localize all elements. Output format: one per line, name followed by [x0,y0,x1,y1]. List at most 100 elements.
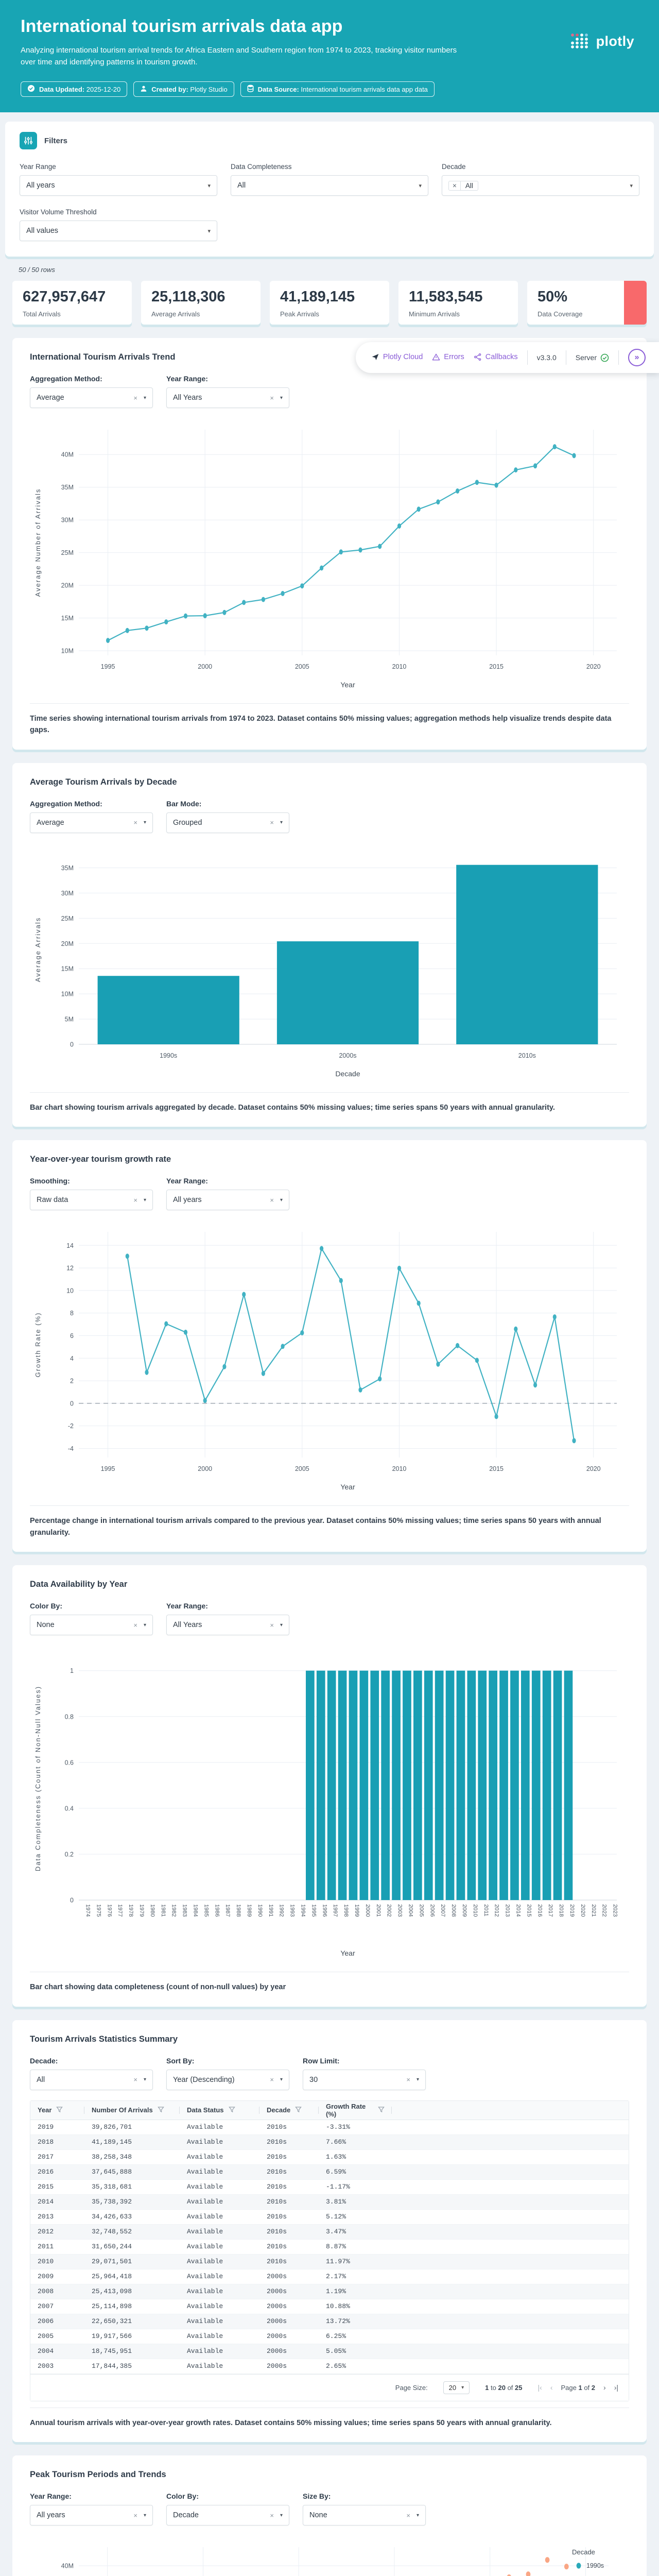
filter-select-data-completeness[interactable]: All ▾ [231,175,428,196]
decade-bar-mode-dropdown[interactable]: Grouped × ▾ [166,812,289,833]
clear-icon[interactable]: × [133,819,137,827]
clear-icon[interactable]: × [406,2076,410,2084]
devtools-collapse-button[interactable]: » [628,349,646,366]
filter-funnel-icon[interactable] [295,2106,302,2114]
clear-icon[interactable]: × [270,819,274,827]
table-row[interactable]: 2014 35,738,392 Available 2010s 3.81% [30,2194,629,2210]
next-page-button[interactable]: › [603,2383,606,2392]
first-page-button[interactable]: |‹ [537,2383,542,2392]
table-row[interactable]: 2010 29,071,501 Available 2010s 11.97% [30,2254,629,2269]
chart-caption: Time series showing international touris… [30,703,629,736]
table-cell: Available [187,2123,223,2131]
table-row[interactable]: 2008 25,413,098 Available 2000s 1.19% [30,2284,629,2299]
summary-grid-pager: Page Size: 20 ▾ 1 to 20 of 25 |‹ ‹ Page 1 of 2… [30,2374,629,2401]
user-icon [140,85,147,94]
peak-color-by-dropdown[interactable]: Decade × ▾ [166,2505,289,2526]
clear-icon[interactable]: × [270,2076,274,2084]
svg-text:1990: 1990 [257,1904,263,1917]
decade-bar-chart[interactable]: 0 5M 10M 15M 20M 25M 30M 35M 1990s 2000s 2010s Deca… [30,841,629,1086]
summary-sort-by-dropdown[interactable]: Year (Descending) × ▾ [166,2069,289,2090]
last-page-button[interactable]: ›| [614,2383,618,2392]
availability-color-by-dropdown[interactable]: None × ▾ [30,1615,153,1636]
summary-decade-dropdown[interactable]: All × ▾ [30,2069,153,2090]
clear-icon[interactable]: × [406,2511,410,2519]
table-row[interactable]: 2006 22,650,321 Available 2000s 13.72% [30,2314,629,2329]
filter-select-year-range[interactable]: All years ▾ [20,175,217,196]
chip-remove-icon[interactable]: × [449,181,461,190]
clear-icon[interactable]: × [270,2511,274,2519]
availability-bar-chart[interactable]: 0 0.2 0.4 0.6 0.8 1 1974 1975 1976 1977 1978 1979 19… [30,1643,629,1965]
growth-rate-chart[interactable]: -4 -2 0 2 4 6 8 10 12 14 1995 2000 2005 2010 2015 2020 Y… [30,1218,629,1499]
clear-icon[interactable]: × [133,2511,137,2519]
filter-funnel-icon[interactable] [56,2106,63,2114]
column-header-decade[interactable]: Decade [259,2101,319,2120]
column-header-data-status[interactable]: Data Status [180,2101,259,2120]
trend-chart[interactable]: 10M 15M 20M 25M 30M 35M 40M 1995 2000 2005 2010 201… [30,416,629,697]
table-row[interactable]: 2013 34,426,633 Available 2010s 5.12% [30,2210,629,2225]
clear-icon[interactable]: × [270,394,274,402]
table-row[interactable]: 2019 39,826,701 Available 2010s -3.31% [30,2120,629,2135]
clear-icon[interactable]: × [133,2076,137,2084]
devtools-plotly-cloud-button[interactable]: Plotly Cloud [371,353,423,362]
selected-chip[interactable]: × All [448,180,478,191]
chevron-down-icon: ▾ [280,1622,283,1628]
devtools-errors-button[interactable]: Errors [432,353,464,362]
summary-row-limit-dropdown[interactable]: 30 × ▾ [303,2069,426,2090]
filter-funnel-icon[interactable] [228,2106,235,2114]
table-cell: 19,917,566 [92,2332,132,2341]
filter-select-visitor-volume-threshold[interactable]: All values ▾ [20,221,217,241]
clear-icon[interactable]: × [270,1621,274,1629]
clear-icon[interactable]: × [133,394,137,402]
devtools-callbacks-button[interactable]: Callbacks [474,353,518,362]
peak-scatter-chart[interactable]: 10M15M20M25M30M35M40M1995200020052010201… [30,2534,629,2576]
clear-icon[interactable]: × [133,1196,137,1204]
stat-value: 41,189,145 [280,289,355,305]
clear-icon[interactable]: × [133,1621,137,1629]
growth-year-range-dropdown[interactable]: All years × ▾ [166,1190,289,1211]
peak-year-range-dropdown[interactable]: All years × ▾ [30,2505,153,2526]
control-summary-sort-by: Sort By: Year (Descending) × ▾ [166,2057,289,2090]
peak-size-by-dropdown[interactable]: None × ▾ [303,2505,426,2526]
filter-funnel-icon[interactable] [157,2106,164,2114]
table-row[interactable]: 2009 25,964,418 Available 2000s 2.17% [30,2269,629,2284]
table-row[interactable]: 2018 41,189,145 Available 2010s 7.66% [30,2134,629,2150]
table-cell: 37,645,888 [92,2168,132,2176]
table-row[interactable]: 2005 19,917,566 Available 2000s 6.25% [30,2329,629,2344]
page-size-select[interactable]: 20 ▾ [443,2381,470,2394]
svg-text:2011: 2011 [483,1904,489,1917]
table-cell: 10.88% [326,2302,350,2311]
table-row[interactable]: 2004 18,745,951 Available 2000s 5.05% [30,2344,629,2359]
table-cell: 2010s [267,2183,287,2191]
control-label: Year Range: [30,2492,72,2501]
plotly-logo-icon [570,33,588,48]
decade-aggregation-method-dropdown[interactable]: Average × ▾ [30,812,153,833]
check-circle-icon [600,353,609,362]
trend-aggregation-method-dropdown[interactable]: Average × ▾ [30,387,153,408]
availability-year-range-dropdown[interactable]: All Years × ▾ [166,1615,289,1636]
table-cell: Available [187,2213,223,2221]
trend-year-range-dropdown[interactable]: All Years × ▾ [166,387,289,408]
filter-select-decade[interactable]: × All ▾ [442,175,639,196]
table-row[interactable]: 2017 38,258,348 Available 2010s 1.63% [30,2150,629,2165]
column-header-growth-rate[interactable]: Growth Rate (%) [319,2101,392,2120]
table-cell: Available [187,2287,223,2296]
table-row[interactable]: 2016 37,645,888 Available 2010s 6.59% [30,2164,629,2180]
column-header-year[interactable]: Year [30,2101,84,2120]
svg-text:40M: 40M [61,451,74,459]
svg-text:20M: 20M [61,582,74,589]
previous-page-button[interactable]: ‹ [550,2383,553,2392]
table-row[interactable]: 2003 17,844,385 Available 2000s 2.65% [30,2359,629,2374]
filter-funnel-icon[interactable] [378,2106,385,2114]
column-header-number-of-arrivals[interactable]: Number Of Arrivals [84,2101,180,2120]
control-peak-color-by: Color By: Decade × ▾ [166,2492,289,2526]
chevron-down-icon: ▾ [207,182,211,189]
control-label: Sort By: [166,2056,195,2065]
clear-icon[interactable]: × [270,1196,274,1204]
table-row[interactable]: 2012 32,748,552 Available 2010s 3.47% [30,2224,629,2240]
table-row[interactable]: 2015 35,318,681 Available 2010s -1.17% [30,2180,629,2195]
growth-smoothing-dropdown[interactable]: Raw data × ▾ [30,1190,153,1211]
svg-text:2017: 2017 [547,1904,553,1917]
table-cell: 1.19% [326,2287,346,2296]
table-row[interactable]: 2011 31,650,244 Available 2010s 8.87% [30,2240,629,2255]
table-row[interactable]: 2007 25,114,898 Available 2000s 10.88% [30,2299,629,2314]
